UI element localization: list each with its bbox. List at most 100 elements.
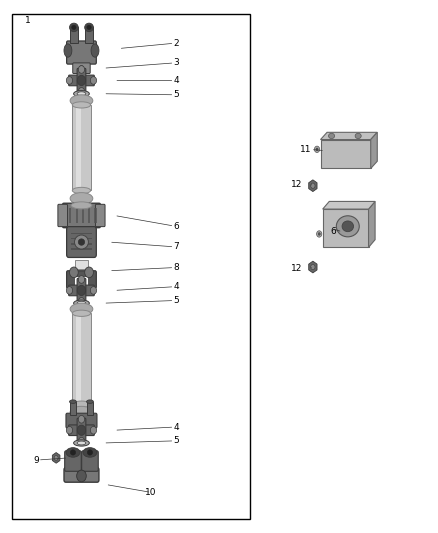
Text: 11: 11 [300,145,311,154]
Ellipse shape [72,310,91,317]
Bar [75,208,78,223]
Polygon shape [368,201,375,247]
Bar [88,208,90,223]
Text: 3: 3 [173,59,179,67]
Text: 7: 7 [173,243,179,252]
Ellipse shape [311,183,315,188]
Ellipse shape [70,95,93,107]
Text: 12: 12 [291,180,302,189]
Bar [70,27,78,43]
Text: 5: 5 [173,90,179,99]
Ellipse shape [72,102,91,108]
Ellipse shape [90,287,97,294]
Ellipse shape [328,133,335,139]
FancyBboxPatch shape [77,418,86,442]
FancyBboxPatch shape [69,425,94,435]
Text: 6: 6 [173,222,179,231]
Text: 4: 4 [173,282,179,291]
Ellipse shape [66,448,80,457]
Ellipse shape [78,239,85,245]
Bar [71,248,92,249]
Ellipse shape [78,66,85,74]
Ellipse shape [77,441,86,445]
Ellipse shape [74,440,89,446]
Polygon shape [323,201,375,209]
Text: 5: 5 [173,437,179,446]
FancyBboxPatch shape [64,467,99,482]
Ellipse shape [77,285,86,295]
FancyBboxPatch shape [58,204,67,227]
Ellipse shape [311,264,315,270]
Ellipse shape [314,146,320,152]
FancyBboxPatch shape [66,413,97,428]
Ellipse shape [66,77,73,84]
FancyBboxPatch shape [77,278,86,302]
Bar [72,105,91,190]
Text: 5: 5 [173,296,179,305]
Ellipse shape [342,221,353,232]
Bar [70,402,76,415]
Text: 4: 4 [173,423,179,432]
Ellipse shape [78,415,85,423]
Ellipse shape [85,23,93,31]
Ellipse shape [70,303,93,315]
Ellipse shape [74,300,89,306]
Bar [76,313,81,404]
Ellipse shape [72,188,91,193]
Ellipse shape [72,401,91,407]
Ellipse shape [83,448,97,457]
Polygon shape [53,453,60,463]
Polygon shape [323,209,368,247]
FancyBboxPatch shape [69,285,94,296]
Ellipse shape [87,450,92,455]
Text: 2: 2 [173,39,179,48]
Ellipse shape [78,297,85,305]
Ellipse shape [87,25,91,29]
Ellipse shape [70,400,76,403]
FancyBboxPatch shape [73,63,90,74]
Bar [72,313,91,404]
Polygon shape [309,180,317,191]
Text: 12: 12 [291,264,302,272]
Bar [85,27,93,43]
Ellipse shape [66,287,73,294]
Ellipse shape [78,276,85,283]
Ellipse shape [72,25,76,29]
Ellipse shape [85,267,93,278]
FancyBboxPatch shape [65,451,81,471]
Ellipse shape [336,216,359,237]
Bar [71,233,92,235]
FancyBboxPatch shape [77,68,86,92]
Ellipse shape [91,44,99,57]
Ellipse shape [87,400,93,403]
Bar [75,277,88,287]
Text: 10: 10 [145,488,156,497]
Text: 4: 4 [173,76,179,85]
Ellipse shape [317,231,322,237]
Ellipse shape [77,301,86,305]
Bar [87,402,93,415]
Ellipse shape [70,267,78,278]
Ellipse shape [66,426,73,434]
FancyBboxPatch shape [95,204,105,227]
FancyBboxPatch shape [67,227,96,257]
Ellipse shape [71,202,92,209]
Ellipse shape [74,91,89,97]
Polygon shape [309,261,317,273]
Bar [69,208,71,223]
Ellipse shape [316,148,318,151]
Ellipse shape [77,92,86,95]
Ellipse shape [71,450,76,455]
Ellipse shape [78,438,85,445]
Ellipse shape [77,75,86,85]
FancyBboxPatch shape [69,75,94,86]
FancyBboxPatch shape [67,271,96,288]
Ellipse shape [70,23,78,31]
FancyBboxPatch shape [62,203,101,228]
Ellipse shape [70,406,93,418]
Bar [71,238,92,239]
Bar [12,14,250,519]
Polygon shape [321,132,377,140]
Bar [95,208,96,223]
Ellipse shape [77,425,86,435]
